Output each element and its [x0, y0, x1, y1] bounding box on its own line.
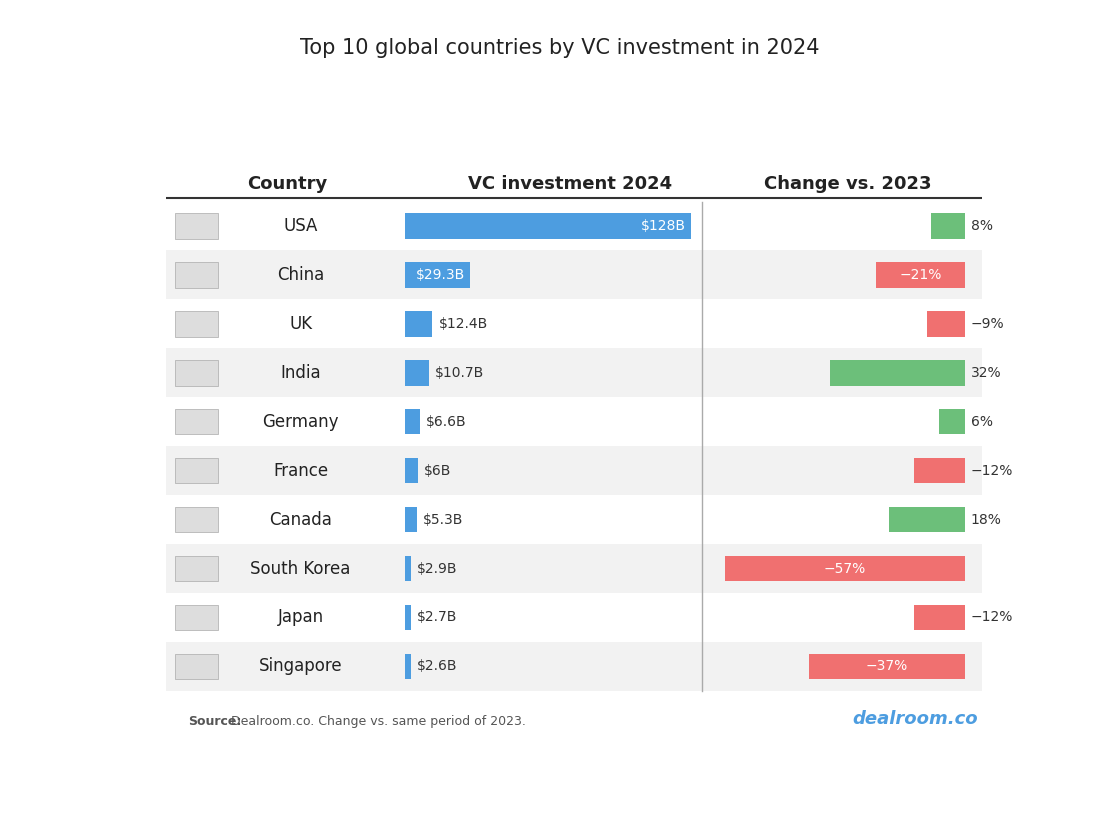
Text: dealroom.co: dealroom.co [852, 710, 978, 728]
Text: 6%: 6% [971, 414, 992, 429]
Text: India: India [280, 364, 321, 382]
Text: 8%: 8% [971, 219, 992, 233]
FancyBboxPatch shape [726, 555, 964, 581]
FancyBboxPatch shape [404, 360, 429, 385]
FancyBboxPatch shape [175, 409, 218, 435]
FancyBboxPatch shape [166, 446, 982, 495]
FancyBboxPatch shape [940, 409, 964, 435]
FancyBboxPatch shape [166, 642, 982, 691]
Text: China: China [277, 266, 324, 284]
Text: $29.3B: $29.3B [416, 268, 465, 282]
FancyBboxPatch shape [889, 507, 964, 532]
Text: Source:: Source: [188, 715, 241, 728]
Text: Japan: Japan [278, 609, 324, 626]
FancyBboxPatch shape [404, 605, 411, 631]
Text: −12%: −12% [971, 464, 1014, 478]
FancyBboxPatch shape [914, 458, 964, 484]
FancyBboxPatch shape [877, 262, 964, 288]
Text: $2.7B: $2.7B [417, 610, 457, 625]
FancyBboxPatch shape [404, 409, 420, 435]
Text: $128B: $128B [641, 219, 685, 233]
FancyBboxPatch shape [175, 360, 218, 385]
Text: −12%: −12% [971, 610, 1014, 625]
FancyBboxPatch shape [175, 458, 218, 484]
FancyBboxPatch shape [404, 458, 418, 484]
Text: $6B: $6B [424, 464, 451, 478]
Text: Dealroom.co. Change vs. same period of 2023.: Dealroom.co. Change vs. same period of 2… [231, 715, 526, 728]
Text: UK: UK [289, 315, 312, 333]
Text: USA: USA [283, 217, 318, 235]
Text: $12.4B: $12.4B [439, 317, 488, 331]
FancyBboxPatch shape [914, 605, 964, 631]
Text: −57%: −57% [824, 561, 866, 575]
Text: Germany: Germany [262, 413, 339, 430]
Text: South Korea: South Korea [251, 560, 351, 578]
FancyBboxPatch shape [927, 311, 964, 337]
FancyBboxPatch shape [175, 605, 218, 631]
FancyBboxPatch shape [404, 555, 411, 581]
FancyBboxPatch shape [175, 311, 218, 337]
Text: 18%: 18% [971, 513, 1001, 526]
FancyBboxPatch shape [175, 555, 218, 581]
Text: Country: Country [248, 175, 328, 193]
FancyBboxPatch shape [175, 214, 218, 239]
Text: VC investment 2024: VC investment 2024 [467, 175, 672, 193]
FancyBboxPatch shape [404, 507, 417, 532]
Text: −21%: −21% [899, 268, 942, 282]
FancyBboxPatch shape [166, 250, 982, 299]
Text: $6.6B: $6.6B [426, 414, 466, 429]
Text: $2.9B: $2.9B [418, 561, 458, 575]
FancyBboxPatch shape [404, 214, 691, 239]
FancyBboxPatch shape [166, 349, 982, 397]
Text: France: France [273, 462, 328, 480]
FancyBboxPatch shape [404, 311, 432, 337]
FancyBboxPatch shape [830, 360, 964, 385]
Text: 32%: 32% [971, 366, 1001, 379]
Text: −37%: −37% [866, 660, 908, 673]
Text: −9%: −9% [971, 317, 1005, 331]
Text: Top 10 global countries by VC investment in 2024: Top 10 global countries by VC investment… [300, 38, 820, 58]
FancyBboxPatch shape [404, 654, 411, 679]
Text: $10.7B: $10.7B [435, 366, 484, 379]
FancyBboxPatch shape [175, 262, 218, 288]
FancyBboxPatch shape [175, 507, 218, 532]
Text: Change vs. 2023: Change vs. 2023 [764, 175, 931, 193]
Text: Canada: Canada [269, 510, 332, 529]
FancyBboxPatch shape [931, 214, 964, 239]
FancyBboxPatch shape [166, 544, 982, 593]
FancyBboxPatch shape [810, 654, 964, 679]
Text: $5.3B: $5.3B [422, 513, 463, 526]
Text: Singapore: Singapore [259, 657, 343, 676]
FancyBboxPatch shape [175, 654, 218, 679]
Text: $2.6B: $2.6B [417, 660, 457, 673]
FancyBboxPatch shape [404, 262, 470, 288]
